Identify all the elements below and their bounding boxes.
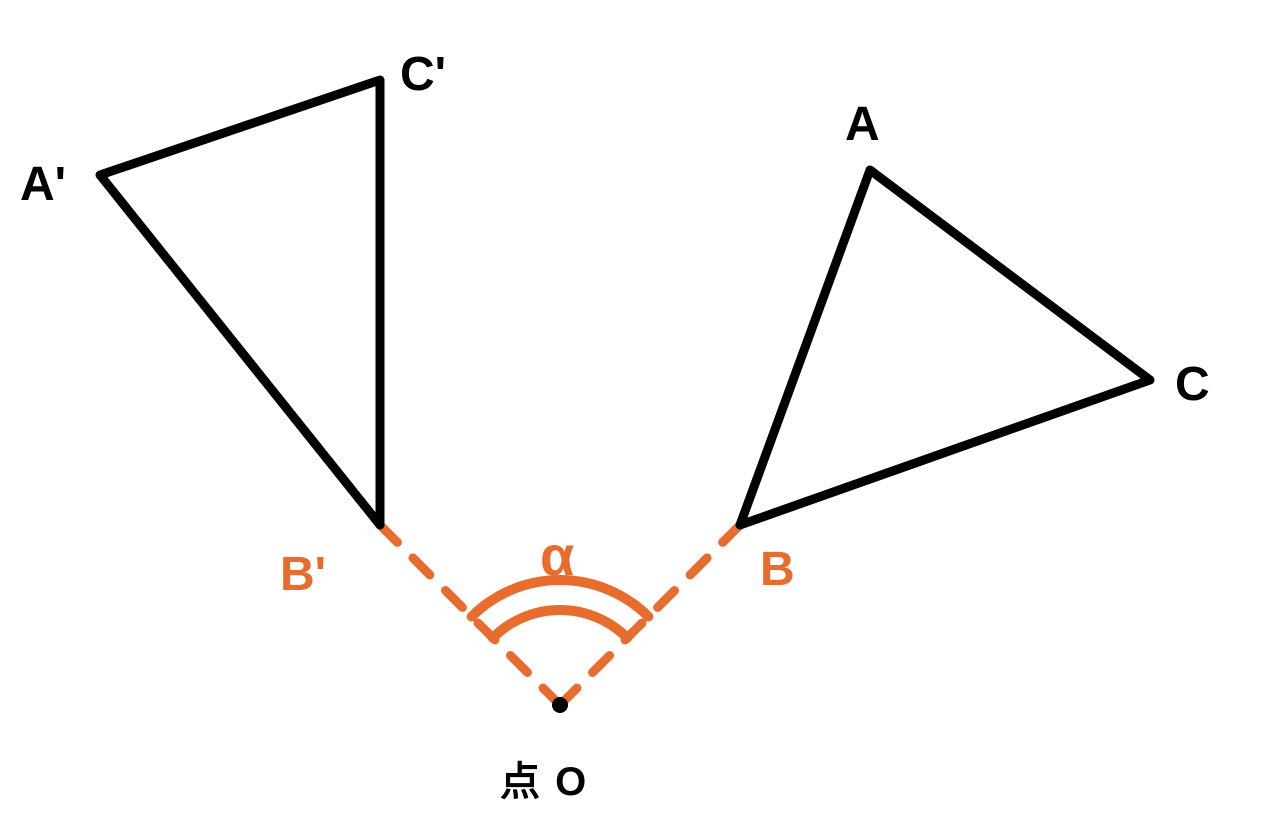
label-bp: B' (280, 548, 326, 601)
rotation-diagram: A C B A' C' B' α 点 O (0, 0, 1270, 836)
triangle-abcp (100, 80, 380, 525)
triangle-abc (740, 170, 1150, 525)
label-ap: A' (20, 158, 66, 211)
label-cp: C' (400, 48, 446, 101)
point-o (552, 697, 568, 713)
label-a: A (845, 98, 880, 151)
label-o: 点 O (500, 760, 588, 804)
label-alpha: α (540, 524, 574, 587)
label-c: C (1175, 358, 1210, 411)
angle-arc-inner (493, 610, 627, 638)
label-b: B (760, 543, 795, 596)
